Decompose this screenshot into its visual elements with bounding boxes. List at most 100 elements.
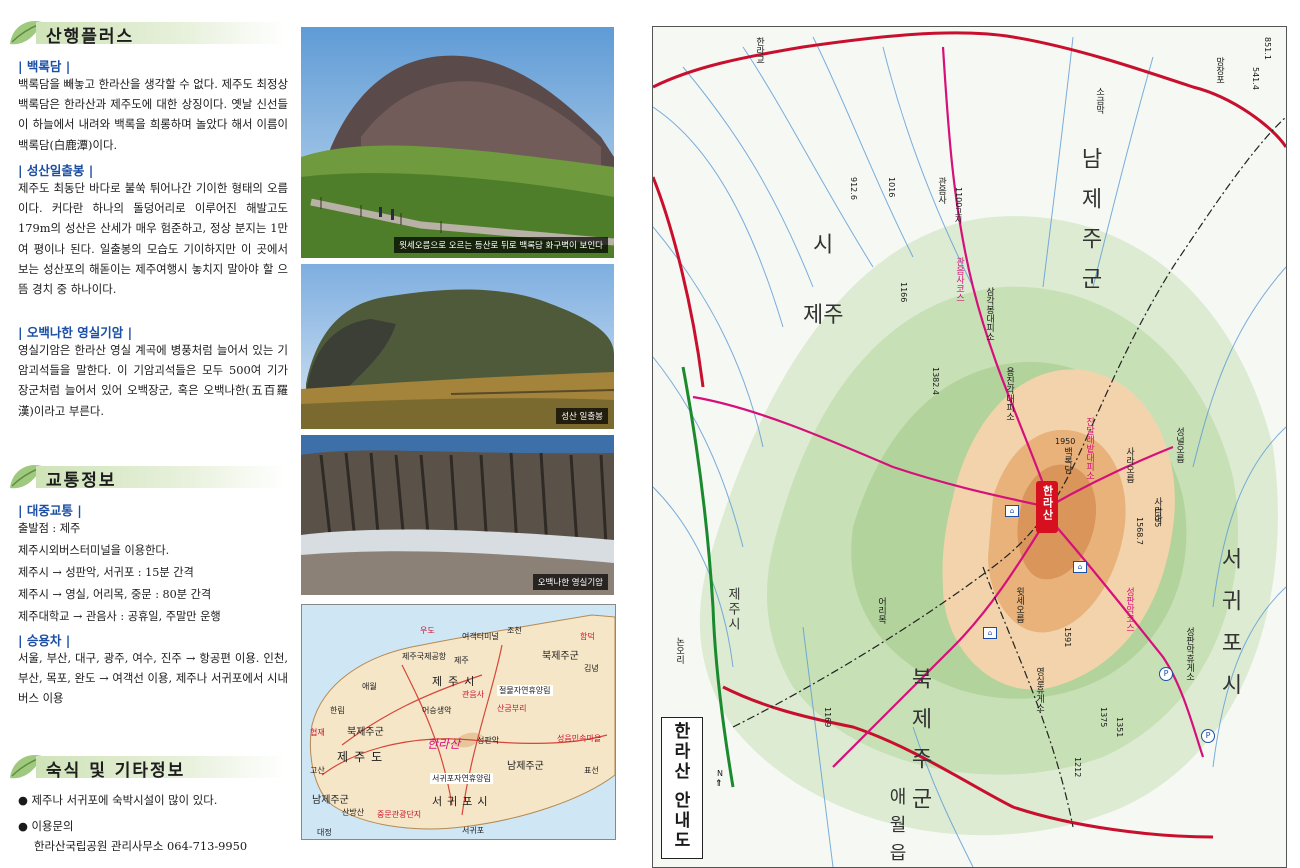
photo-caption: 오백나한 영실기암 bbox=[532, 574, 608, 590]
section-title: 숙식 및 기타정보 bbox=[46, 761, 186, 781]
admin-label-namjeju: 남제주군 bbox=[1077, 147, 1102, 307]
photo-baengnokdam: 윗세오름으로 오르는 등산로 뒤로 백록담 화구벽이 보인다 bbox=[301, 27, 614, 258]
inset-label-gosan: 고산 bbox=[310, 766, 325, 775]
place-seongpanak: 성판악휴게소 bbox=[1184, 627, 1194, 681]
inset-label-aewol: 애월 bbox=[362, 682, 377, 691]
elevation-label: 912.6 bbox=[849, 177, 858, 200]
header-bar bbox=[36, 22, 286, 44]
transport-line: 제주시 → 영실, 어리목, 중문 : 80분 간격 bbox=[18, 588, 212, 601]
admin-label-bukjeju: 북제주군 bbox=[907, 667, 932, 827]
admin-label-aewol: 애월읍 bbox=[886, 787, 907, 868]
photo-caption: 성산 일출봉 bbox=[556, 408, 608, 424]
section-title: 교통정보 bbox=[46, 471, 117, 491]
shelter-icon: ⌂ bbox=[1073, 561, 1087, 573]
inset-label-bukjeju-e: 북제주군 bbox=[542, 651, 579, 662]
elevation-label: 1212 bbox=[1073, 757, 1082, 778]
paragraph-seongsan: 제주도 최동단 바다로 불쑥 튀어나간 기이한 형태의 오름이다. 커다란 하나… bbox=[18, 181, 288, 297]
inset-label-jungmun: 중문관광단지 bbox=[377, 810, 422, 819]
left-text-column: 산행플러스 | 백록담 | 백록담을 빼놓고 한라산을 생각할 수 없다. 제주… bbox=[0, 0, 296, 867]
inset-label-eoseungsaeng: 어승생악 bbox=[422, 706, 452, 715]
section-title: 산행플러스 bbox=[46, 27, 135, 47]
photo-yeongsil: 오백나한 영실기암 bbox=[301, 435, 614, 595]
elevation-label: 851.1 bbox=[1263, 37, 1272, 60]
hallasan-trail-map: 한라산 안내도 ⇑ N 한라산 제주 시 남제주군 서귀포시 북제주군 애월읍 … bbox=[652, 26, 1287, 868]
yeongsil-photo bbox=[301, 435, 614, 595]
trail-map-graphic bbox=[653, 31, 1286, 867]
transport-line: 출발점 : 제주 bbox=[18, 522, 81, 535]
transport-line: 제주대학교 → 관음사 : 공휴일, 주말만 운행 bbox=[18, 610, 221, 623]
place-mangjang: 망장포 bbox=[1214, 57, 1224, 84]
subheading-obaek: | 오백나한 영실기암 | bbox=[18, 325, 133, 340]
inset-label-jeju: 제주 bbox=[454, 656, 469, 665]
elevation-label: 541.4 bbox=[1251, 67, 1260, 90]
inset-label-sanbangsan: 산방산 bbox=[342, 808, 365, 817]
elevation-label: 1016 bbox=[887, 177, 896, 198]
section-header-lodging: 숙식 및 기타정보 bbox=[6, 750, 291, 784]
inset-label-hyeopjae: 협재 bbox=[310, 728, 325, 737]
elevation-label: 1375 bbox=[1099, 707, 1108, 728]
inset-label-daejeong: 대정 bbox=[317, 828, 332, 837]
inset-label-forest-s: 서귀포자연휴양림 bbox=[430, 773, 493, 784]
place-sara: 사라오름 bbox=[1124, 447, 1134, 483]
inset-label-gimnyeong: 김녕 bbox=[584, 664, 599, 673]
place-saraak: 사라악 bbox=[1152, 497, 1162, 524]
inset-label-sanguburi: 산굼부리 bbox=[497, 704, 527, 713]
photo-caption: 윗세오름으로 오르는 등산로 뒤로 백록담 화구벽이 보인다 bbox=[394, 237, 608, 253]
place-seongnuldeok: 성널오름 bbox=[1174, 427, 1184, 463]
elevation-label: 1382.4 bbox=[931, 367, 940, 395]
elevation-label: 1100고지 bbox=[954, 187, 963, 224]
place-sogeumak: 소금막 bbox=[1094, 87, 1104, 114]
place-jindallae: 진달래밭대피소 bbox=[1084, 417, 1094, 480]
inset-label-seogwipo-city: 서귀포시 bbox=[432, 795, 493, 808]
shelter-icon: ⌂ bbox=[983, 627, 997, 639]
place-hallagyo: 한라교 bbox=[754, 37, 764, 64]
inset-label-gwaneumsa: 관음사 bbox=[462, 690, 485, 699]
elevation-label: 1591 bbox=[1063, 627, 1072, 648]
subheading-public-transport: | 대중교통 | bbox=[18, 503, 82, 518]
elevation-label: 1351 bbox=[1115, 717, 1124, 738]
mountain-photo bbox=[301, 27, 614, 258]
inset-label-seongpanak: 성판악 bbox=[477, 736, 500, 745]
place-witse: 윗세오름 bbox=[1014, 587, 1024, 623]
section-header-transport: 교통정보 bbox=[6, 460, 291, 494]
inset-label-hamdeok: 함덕 bbox=[580, 632, 595, 641]
summit-label: 한라산 bbox=[1041, 485, 1054, 521]
paragraph-baengnokdam: 백록담을 빼놓고 한라산을 생각할 수 없다. 제주도 최정상 백록담은 한라산… bbox=[18, 77, 288, 152]
north-label: N bbox=[717, 769, 723, 778]
inset-label-jeju-city: 제주시 bbox=[432, 675, 481, 688]
header-bar bbox=[36, 756, 286, 778]
place-baengnokdam: 백록담 bbox=[1062, 447, 1072, 474]
admin-label-jeju-line: 제주시 bbox=[725, 587, 740, 632]
trail-seongpanak: 성판악코스 bbox=[1124, 587, 1134, 632]
place-yeongsil: 영실휴게소 bbox=[1034, 667, 1044, 712]
elevation-label: 1169 bbox=[823, 707, 832, 728]
admin-label-seogwipo: 서귀포시 bbox=[1217, 547, 1242, 715]
place-nonori: 논오리 bbox=[674, 637, 684, 664]
inset-label-namjeju-w: 남제주군 bbox=[312, 795, 349, 806]
subheading-seongsan: | 성산일출봉 | bbox=[18, 163, 94, 178]
place-samgakbong: 삼각봉대피소 bbox=[984, 287, 994, 341]
elevation-label: 1355 bbox=[1153, 507, 1162, 528]
parking-icon: P bbox=[1159, 667, 1173, 681]
map-title-box: 한라산 안내도 bbox=[661, 717, 703, 859]
inset-label-seogwipo-pt: 서귀포 bbox=[462, 826, 485, 835]
photo-seongsan: 성산 일출봉 bbox=[301, 264, 614, 429]
inset-label-airport: 제주국제공항 bbox=[402, 652, 447, 661]
inset-label-bukjeju-w: 북제주군 bbox=[347, 727, 384, 738]
paragraph-car: 서울, 부산, 대구, 광주, 여수, 진주 → 항공편 이용. 인천, 부산,… bbox=[18, 651, 288, 706]
seongsan-photo bbox=[301, 264, 614, 429]
lodging-bullet: ● 이용문의 bbox=[18, 819, 74, 833]
inset-label-hallasan: 한라산 bbox=[427, 737, 461, 751]
inset-map: 우도 여객터미널 조천 함덕 제주국제공항 제주 북제주군 김녕 제주시 절물자… bbox=[301, 604, 616, 840]
inset-label-jocheon: 조천 bbox=[507, 626, 522, 635]
elevation-label: 1166 bbox=[899, 282, 908, 303]
inset-label-udo: 우도 bbox=[420, 626, 435, 635]
contact-info: 한라산국립공원 관리사무소 064-713-9950 bbox=[34, 839, 248, 853]
inset-label-hanrim: 한림 bbox=[330, 706, 345, 715]
section-header-plus: 산행플러스 bbox=[6, 16, 291, 50]
elevation-label: 1950 bbox=[1055, 437, 1076, 446]
admin-label-jeju: 제주 bbox=[803, 303, 844, 328]
lodging-bullet: ● 제주나 서귀포에 숙박시설이 많이 있다. bbox=[18, 793, 218, 807]
place-gwaneumsa: 관음사 bbox=[936, 177, 946, 204]
place-eorimok: 어리목 bbox=[876, 597, 886, 624]
